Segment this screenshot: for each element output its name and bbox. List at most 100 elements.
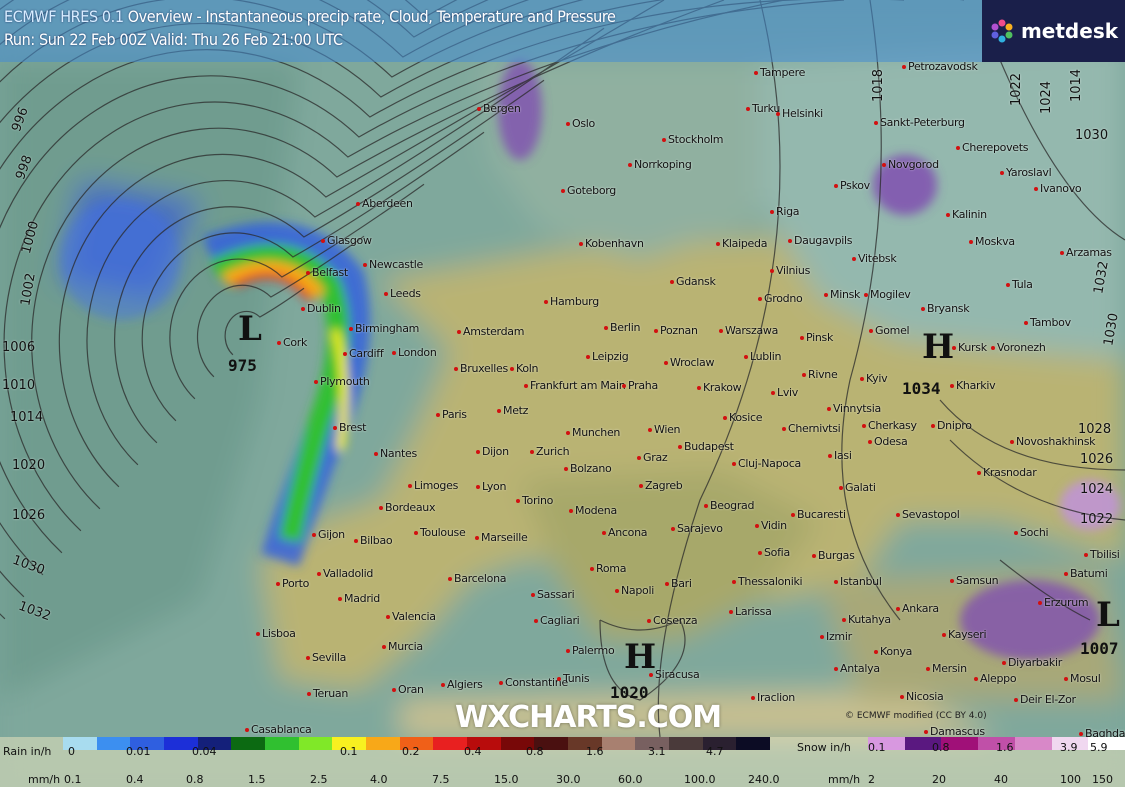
snow-inh-tick: 0.1 [868,741,886,754]
city-label: Wroclaw [663,356,715,369]
chart-title: ECMWF HRES 0.1 Overview - Instantaneous … [4,5,616,51]
snow-inh-tick: 5.9 [1090,741,1108,754]
city-label: Vilnius [769,264,811,277]
isobar-label: 1006 [2,340,36,355]
rain-mmh-tick: 2.5 [310,773,328,786]
snow-mmh-tick: 2 [868,773,875,786]
city-label: Kharkiv [949,379,996,392]
city-label: Paris [436,408,467,421]
rain-color-swatch [568,737,603,750]
city-label: Bari [665,577,692,590]
rain-inh-tick: 0.8 [526,745,544,758]
city-label: Oran [392,683,424,696]
city-label: Moskva [969,235,1015,248]
snow-inh-tick: 0.8 [932,741,950,754]
city-label: Sarajevo [671,522,723,535]
city-label: Kalinin [946,208,987,221]
city-label: Samsun [949,574,999,587]
rain-color-swatch [601,737,636,750]
metdesk-flower-icon [991,19,1013,43]
city-label: Sochi [1013,526,1049,539]
snow-color-swatch [904,737,942,750]
city-label: Krasnodar [976,466,1037,479]
city-label: Palermo [565,644,615,657]
city-label: Kyiv [859,372,888,385]
city-label: Istanbul [834,575,882,588]
city-label: Bolzano [563,462,612,475]
rain-color-swatch [265,737,300,750]
city-label: Tunis [556,672,590,685]
isobar-label: 1022 [1009,72,1025,107]
city-label: Izmir [820,630,852,643]
rain-color-swatch [231,737,266,750]
city-label: Tampere [753,66,806,79]
city-label: Napoli [615,584,654,597]
rain-mmh-tick: 7.5 [432,773,450,786]
city-label: Grodno [757,292,803,305]
isobar-line [86,27,605,466]
city-label: Nicosia [900,690,944,703]
city-label: Ankara [896,602,939,615]
city-label: Arzamas [1060,246,1112,259]
city-label: Dijon [476,445,509,458]
city-label: Damascus [924,725,985,738]
city-label: Helsinki [776,107,823,120]
rain-mmh-tick: 30.0 [556,773,581,786]
snow-inh-tick: 1.6 [996,741,1014,754]
rain-color-swatch [433,737,468,750]
city-label: Goteborg [561,184,616,197]
city-label: Plymouth [314,375,370,388]
snow-inh-tick: 3.9 [1060,741,1078,754]
rain-inh-tick: 0.01 [126,745,151,758]
city-label: Toulouse [413,526,466,539]
high-pressure-marker: H [624,637,657,677]
city-label: Mersin [926,662,967,675]
logo-text: metdesk [1020,19,1119,43]
city-label: Kayseri [941,628,987,641]
city-label: Galati [839,481,876,494]
city-label: Cardiff [342,347,384,360]
title-text: Overview - Instantaneous precip rate, Cl… [127,7,616,26]
city-label: Newcastle [363,258,423,271]
isobar-label: 1030 [1075,128,1109,143]
snow-color-swatch [868,737,906,750]
city-label: Lviv [770,386,799,399]
city-label: Thessaloniki [731,575,803,588]
isobar-line [141,131,485,422]
isobar-line [949,439,1125,521]
snow-color-swatch [1051,737,1089,750]
city-label: Bruxelles [454,362,508,375]
city-label: Metz [496,404,529,417]
rain-mmh-tick: 1.5 [248,773,266,786]
city-label: Kursk [952,341,987,354]
city-label: Cluj-Napoca [732,457,801,470]
city-label: Wien [647,423,681,436]
rain-inh-tick: 0.04 [192,745,217,758]
city-label: Tula [1006,278,1033,291]
city-label: Aberdeen [356,197,413,210]
city-label: Bryansk [920,302,970,315]
rain-color-swatch [635,737,670,750]
rain-color-swatch [197,737,232,750]
city-label: Glasgow [321,234,372,247]
city-label: Algiers [441,678,483,691]
city-label: Warszawa [718,324,779,337]
rain-inh-tick: 1.6 [586,745,604,758]
rain-color-swatch [332,737,367,750]
isobar-line [169,183,425,400]
rain-mmh-tick: 15.0 [494,773,519,786]
city-label: Budapest [678,440,734,453]
rain-color-swatch [164,737,199,750]
city-label: Gijon [312,528,345,541]
city-label: Gomel [868,324,910,337]
city-label: Lyon [475,480,507,493]
city-label: Amsterdam [456,325,525,338]
isobar-line [114,79,545,444]
low-pressure-marker: L [1096,595,1120,635]
city-label: Burgas [812,549,855,562]
city-label: Poznan [654,324,698,337]
isobar-label: 1022 [1080,512,1114,527]
snow-color-swatch [978,737,1016,750]
watermark: WXCHARTS.COM [455,700,722,735]
metdesk-logo: metdesk [982,0,1125,62]
